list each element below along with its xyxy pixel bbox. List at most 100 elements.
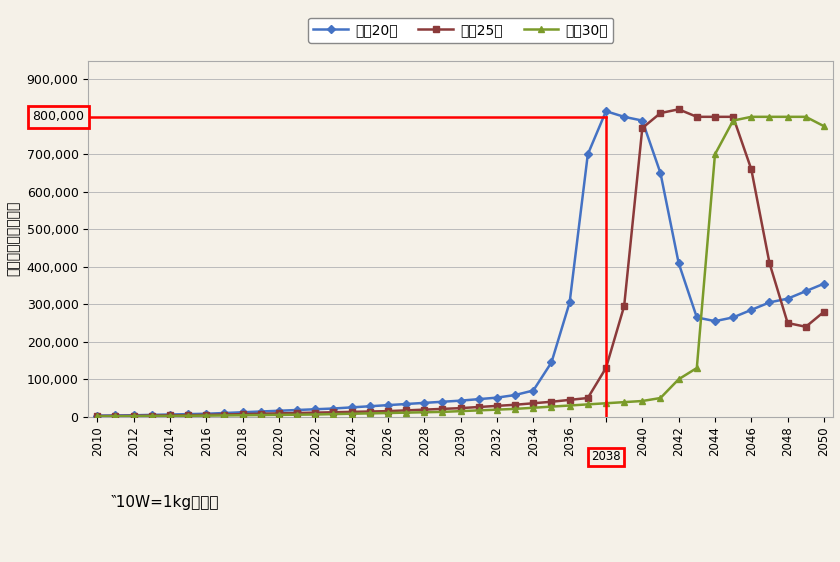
Line: 寿命25年: 寿命25年 <box>95 107 827 419</box>
寿命25年 <box>292 410 302 416</box>
寿命30年 <box>474 407 484 414</box>
寿命30年 <box>110 413 120 420</box>
寿命20年 <box>129 412 139 419</box>
寿命25年 <box>328 409 339 416</box>
寿命30年 <box>492 406 502 413</box>
寿命25年 <box>819 309 829 315</box>
寿命25年 <box>238 411 248 418</box>
寿命25年 <box>310 409 320 416</box>
寿命30年 <box>165 413 175 419</box>
寿命20年 <box>292 407 302 414</box>
寿命25年 <box>401 407 411 414</box>
寿命20年 <box>274 407 284 414</box>
寿命30年 <box>438 409 448 415</box>
寿命30年 <box>310 411 320 418</box>
寿命25年 <box>746 166 756 173</box>
寿命30年 <box>528 405 538 411</box>
寿命20年 <box>819 280 829 287</box>
寿命25年 <box>110 413 120 419</box>
寿命25年 <box>728 114 738 120</box>
寿命30年 <box>601 400 611 407</box>
寿命30年 <box>219 412 229 419</box>
寿命25年 <box>801 323 811 330</box>
寿命30年 <box>655 395 665 401</box>
寿命20年 <box>764 299 774 306</box>
寿命25年 <box>601 365 611 371</box>
寿命20年 <box>710 318 720 324</box>
寿命20年 <box>474 396 484 402</box>
寿命20年 <box>783 295 793 302</box>
Line: 寿命20年: 寿命20年 <box>95 108 827 418</box>
寿命20年 <box>492 395 502 401</box>
寿命25年 <box>202 411 212 418</box>
寿命20年 <box>310 406 320 413</box>
寿命25年 <box>165 412 175 419</box>
寿命20年 <box>328 405 339 412</box>
寿命25年 <box>129 413 139 419</box>
寿命25年 <box>92 413 102 419</box>
寿命25年 <box>365 408 375 415</box>
寿命30年 <box>328 411 339 418</box>
寿命25年 <box>510 401 520 408</box>
寿命30年 <box>746 114 756 120</box>
Line: 寿命30年: 寿命30年 <box>95 114 827 419</box>
寿命30年 <box>401 409 411 416</box>
寿命20年 <box>655 170 665 176</box>
寿命25年 <box>455 405 465 411</box>
寿命20年 <box>383 402 393 409</box>
寿命30年 <box>583 401 593 408</box>
寿命25年 <box>183 412 193 419</box>
寿命30年 <box>255 412 265 419</box>
寿命20年 <box>619 114 629 120</box>
寿命30年 <box>455 408 465 415</box>
寿命25年 <box>710 114 720 120</box>
寿命30年 <box>183 413 193 419</box>
寿命25年 <box>583 395 593 401</box>
寿命20年 <box>110 412 120 419</box>
寿命20年 <box>419 400 429 406</box>
寿命25年 <box>547 398 557 405</box>
寿命20年 <box>255 408 265 415</box>
寿命25年 <box>619 303 629 310</box>
寿命25年 <box>655 110 665 116</box>
Y-axis label: 排出見込量（トン）: 排出見込量（トン） <box>7 201 21 277</box>
寿命25年 <box>419 406 429 413</box>
Text: ‶10W=1kgで換算: ‶10W=1kgで換算 <box>111 495 219 510</box>
寿命25年 <box>219 411 229 418</box>
寿命25年 <box>147 413 157 419</box>
寿命25年 <box>528 400 538 407</box>
寿命30年 <box>674 376 684 383</box>
寿命20年 <box>547 359 557 366</box>
寿命25年 <box>255 410 265 417</box>
寿命30年 <box>347 410 357 417</box>
寿命20年 <box>638 117 648 124</box>
寿命30年 <box>801 114 811 120</box>
寿命30年 <box>365 410 375 417</box>
寿命25年 <box>783 320 793 327</box>
寿命25年 <box>492 402 502 409</box>
寿命30年 <box>819 123 829 130</box>
寿命30年 <box>510 406 520 413</box>
寿命25年 <box>274 410 284 417</box>
寿命20年 <box>219 410 229 416</box>
寿命30年 <box>202 413 212 419</box>
寿命30年 <box>547 404 557 410</box>
寿命20年 <box>746 306 756 313</box>
寿命25年 <box>438 406 448 413</box>
寿命30年 <box>764 114 774 120</box>
寿命20年 <box>401 401 411 407</box>
Legend: 寿命20年, 寿命25年, 寿命30年: 寿命20年, 寿命25年, 寿命30年 <box>307 17 613 43</box>
寿命30年 <box>92 413 102 420</box>
寿命20年 <box>692 314 702 321</box>
寿命30年 <box>692 365 702 371</box>
寿命30年 <box>419 409 429 416</box>
寿命20年 <box>601 108 611 115</box>
寿命30年 <box>710 151 720 158</box>
寿命25年 <box>692 114 702 120</box>
寿命30年 <box>147 413 157 419</box>
寿命25年 <box>474 404 484 410</box>
寿命30年 <box>728 117 738 124</box>
Text: 800,000: 800,000 <box>33 110 85 123</box>
寿命30年 <box>619 399 629 406</box>
寿命30年 <box>129 413 139 420</box>
